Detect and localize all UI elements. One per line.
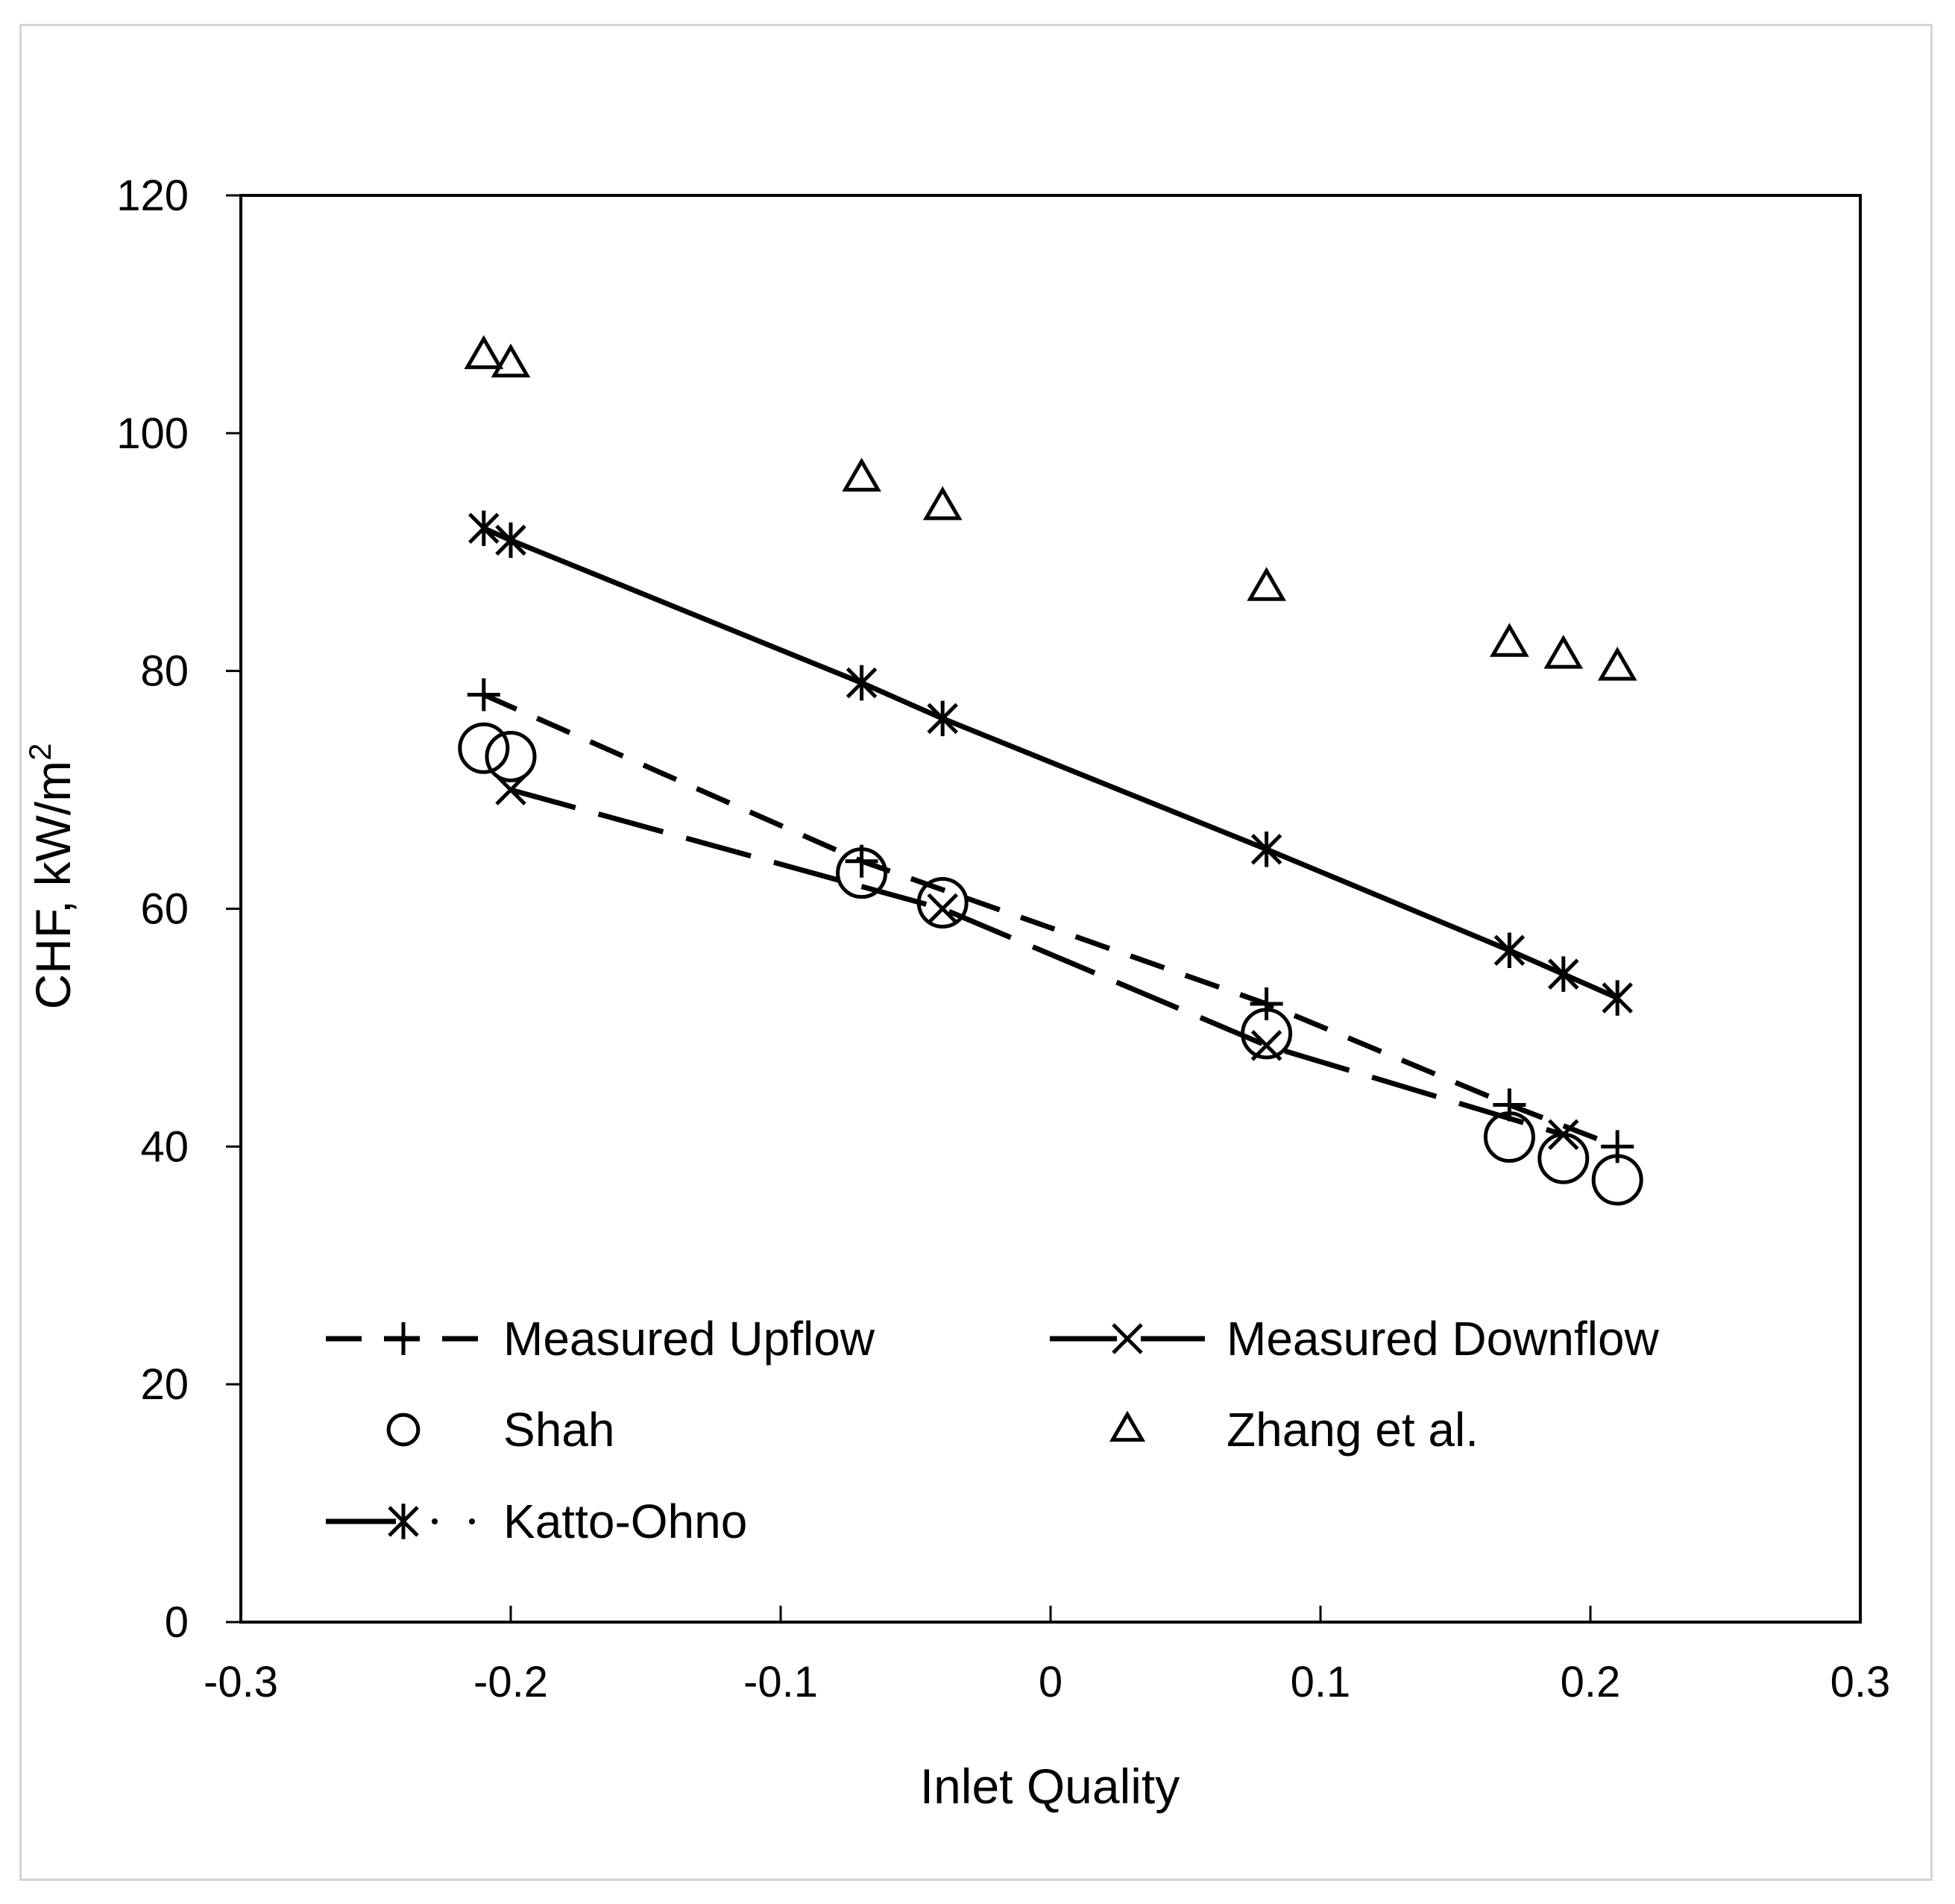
data-point xyxy=(842,457,881,492)
data-point xyxy=(1483,1111,1535,1163)
legend-entry-zhang-et-al-: Zhang et al. xyxy=(1109,1403,1479,1457)
legend-entry-measured-upflow: Measured Upflow xyxy=(326,1312,875,1366)
series-measured-downflow xyxy=(495,774,1579,1151)
svg-text:CHF, kW/m2: CHF, kW/m2 xyxy=(22,744,81,1010)
data-point xyxy=(468,510,500,547)
series-line xyxy=(510,787,1564,1137)
data-point xyxy=(916,877,969,929)
series-line xyxy=(482,526,1619,1001)
x-tick-label: 0 xyxy=(1039,1658,1062,1706)
data-point xyxy=(1241,1008,1293,1060)
legend-label: Katto-Ohno xyxy=(503,1495,747,1548)
legend-label: Measured Upflow xyxy=(503,1312,875,1366)
data-point xyxy=(1250,832,1282,867)
legend-label: Shah xyxy=(503,1403,614,1457)
series-measured-upflow xyxy=(467,678,1634,1163)
data-point xyxy=(836,847,888,899)
data-point xyxy=(1591,1154,1643,1206)
y-tick-label: 0 xyxy=(165,1598,189,1647)
x-tick-label: -0.1 xyxy=(743,1658,818,1706)
data-point xyxy=(1602,980,1633,1016)
data-point xyxy=(1490,623,1529,657)
y-tick-label: 40 xyxy=(140,1122,189,1171)
x-tick-label: 0.3 xyxy=(1830,1658,1891,1706)
series-katto-ohno xyxy=(468,510,1633,1016)
legend-marker xyxy=(1109,1410,1146,1442)
x-axis-title: Inlet Quality xyxy=(920,1759,1180,1814)
y-tick-label: 60 xyxy=(140,885,189,934)
legend: Measured Upflow Measured Downflow Shah Zhan… xyxy=(326,1312,1660,1548)
data-point xyxy=(1247,567,1286,601)
data-point xyxy=(491,343,531,378)
data-point xyxy=(1548,956,1579,992)
data-point xyxy=(464,335,504,369)
legend-marker xyxy=(388,1504,419,1539)
data-point xyxy=(927,700,958,737)
x-tick-label: 0.1 xyxy=(1291,1658,1351,1706)
data-point xyxy=(467,678,500,711)
data-point xyxy=(922,486,963,521)
y-axis-title: CHF, kW/m2 xyxy=(22,744,81,1010)
data-point xyxy=(495,522,526,559)
legend-line xyxy=(432,1518,438,1524)
axes: -0.3 -0.2 -0.1 0 0.1 0.2 0.3 0 20 40 60 80 100 120 xyxy=(116,172,1890,1706)
series-shah xyxy=(458,722,1643,1206)
y-tick-label: 100 xyxy=(116,409,189,458)
plot-area-border xyxy=(239,194,1862,1624)
x-tick-label: -0.3 xyxy=(204,1658,278,1706)
data-point xyxy=(846,664,878,701)
legend-label: Measured Downflow xyxy=(1227,1312,1660,1366)
x-tick-label: -0.2 xyxy=(473,1658,548,1706)
series-layer xyxy=(458,335,1643,1206)
legend-entry-measured-downflow: Measured Downflow xyxy=(1050,1312,1660,1366)
data-point xyxy=(1537,1132,1590,1184)
legend-marker xyxy=(1112,1323,1143,1354)
y-tick-label: 120 xyxy=(116,172,189,220)
data-point xyxy=(1493,932,1526,969)
data-point xyxy=(485,730,537,782)
y-axis-title-superscript: 2 xyxy=(22,744,57,761)
data-point xyxy=(1543,635,1584,669)
y-tick-label: 80 xyxy=(140,647,189,696)
data-point xyxy=(927,893,958,925)
legend-marker xyxy=(386,1413,421,1447)
legend-entry-shah: Shah xyxy=(386,1403,614,1457)
legend-entry-katto-ohno: Katto-Ohno xyxy=(326,1495,747,1548)
y-axis-title-main: CHF, kW/m xyxy=(25,761,81,1010)
x-tick-label: 0.2 xyxy=(1561,1658,1621,1706)
data-point xyxy=(1250,987,1283,1021)
legend-line xyxy=(469,1518,475,1524)
data-point xyxy=(1597,647,1637,681)
series-zhang-et-al- xyxy=(464,335,1637,681)
figure-frame xyxy=(19,24,1933,1881)
y-tick-label: 20 xyxy=(140,1360,189,1409)
legend-label: Zhang et al. xyxy=(1227,1403,1479,1457)
data-point xyxy=(458,722,510,774)
legend-marker xyxy=(387,1322,420,1355)
